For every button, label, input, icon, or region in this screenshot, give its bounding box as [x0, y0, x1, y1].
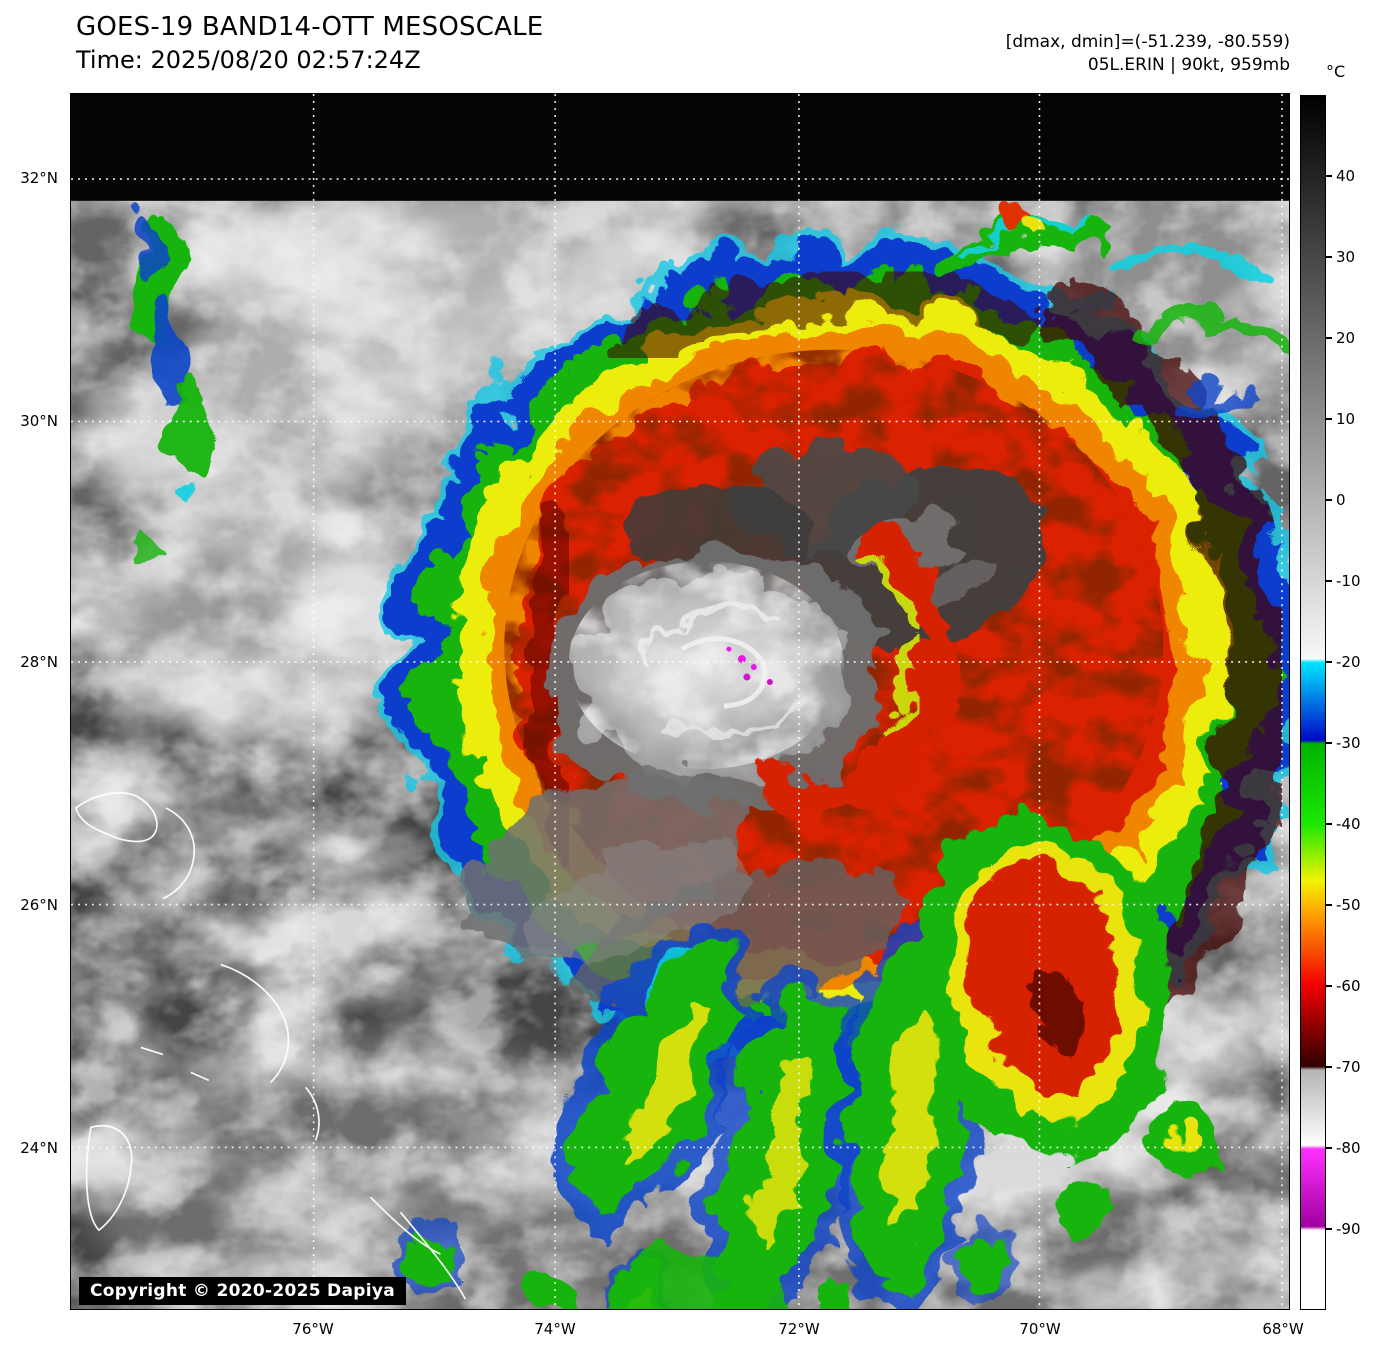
lon-tick-label: 68°W — [1262, 1320, 1304, 1338]
lat-axis: 32°N 30°N 28°N 26°N 24°N — [0, 93, 64, 1310]
colorbar-tick — [1326, 823, 1332, 825]
timestamp: Time: 2025/08/20 02:57:24Z — [76, 46, 421, 74]
colorbar-tick-label: -40 — [1336, 815, 1361, 833]
lat-tick-label: 24°N — [20, 1139, 58, 1158]
colorbar-tick — [1326, 904, 1332, 906]
scan-black-band — [71, 94, 1289, 201]
lon-tick-label: 70°W — [1019, 1320, 1061, 1338]
southern-rainbands — [381, 804, 1209, 1309]
northeast-cold-streaks — [920, 201, 1288, 410]
lon-tick-label: 74°W — [534, 1320, 576, 1338]
copyright-badge: Copyright © 2020-2025 Dapiya — [79, 1277, 406, 1305]
storm-info: 05L.ERIN | 90kt, 959mb — [1087, 55, 1290, 75]
colorbar-tick — [1326, 580, 1332, 582]
colorbar-tick-label: -50 — [1336, 895, 1361, 914]
colorbar-tick-label: 10 — [1336, 409, 1356, 428]
colorbar-tick — [1326, 256, 1332, 258]
lat-tick-label: 30°N — [20, 411, 58, 430]
lat-tick-label: 28°N — [20, 652, 58, 671]
colorbar-tick — [1326, 1066, 1332, 1068]
colorbar-tick-label: 40 — [1336, 166, 1356, 185]
colorbar-tick-label: 0 — [1336, 490, 1346, 509]
eye-region — [538, 538, 882, 798]
colorbar-tick — [1326, 1147, 1332, 1149]
northwest-cold-clouds — [116, 203, 200, 548]
lat-tick-label: 26°N — [20, 895, 58, 914]
colorbar-tick-label: -90 — [1336, 1220, 1361, 1238]
colorbar-tick — [1326, 742, 1332, 744]
lon-tick-label: 76°W — [292, 1320, 334, 1338]
colorbar-tick-label: -60 — [1336, 977, 1361, 995]
colorbar-tick — [1326, 1228, 1332, 1230]
page-title: GOES-19 BAND14-OTT MESOSCALE — [76, 12, 544, 42]
colorbar-tick-label: -10 — [1336, 572, 1361, 590]
lat-tick-label: 32°N — [20, 169, 58, 188]
colorbar-tick-label: -30 — [1336, 733, 1361, 752]
colorbar-ticks: 40 30 20 10 0 -10 -20 -30 -40 -50 -60 -70 -80 -90 — [1326, 95, 1388, 1310]
colorbar-tick-label: 30 — [1336, 247, 1356, 266]
lon-axis: 76°W 74°W 72°W 70°W 68°W — [70, 1314, 1303, 1340]
coastlines — [75, 792, 467, 1300]
colorbar-tick — [1326, 661, 1332, 663]
satellite-image — [71, 94, 1289, 1309]
satellite-image-panel: Copyright © 2020-2025 Dapiya — [70, 93, 1290, 1310]
colorbar-tick-label: -70 — [1336, 1058, 1361, 1076]
colorbar-tick — [1326, 418, 1332, 420]
gridlines — [71, 94, 1289, 1309]
colorbar — [1300, 95, 1326, 1310]
colorbar-tick-label: -80 — [1336, 1138, 1361, 1157]
colorbar-tick — [1326, 337, 1332, 339]
colorbar-unit-label: °C — [1326, 62, 1346, 81]
coldest-pixels-magenta — [726, 646, 773, 686]
lon-tick-label: 72°W — [778, 1320, 820, 1338]
colorbar-tick-label: 20 — [1336, 329, 1356, 347]
colorbar-tick — [1326, 985, 1332, 987]
dmax-dmin-readout: [dmax, dmin]=(-51.239, -80.559) — [1005, 32, 1290, 52]
colorbar-tick — [1326, 175, 1332, 177]
colorbar-tick-label: -20 — [1336, 653, 1361, 671]
colorbar-tick — [1326, 499, 1332, 501]
